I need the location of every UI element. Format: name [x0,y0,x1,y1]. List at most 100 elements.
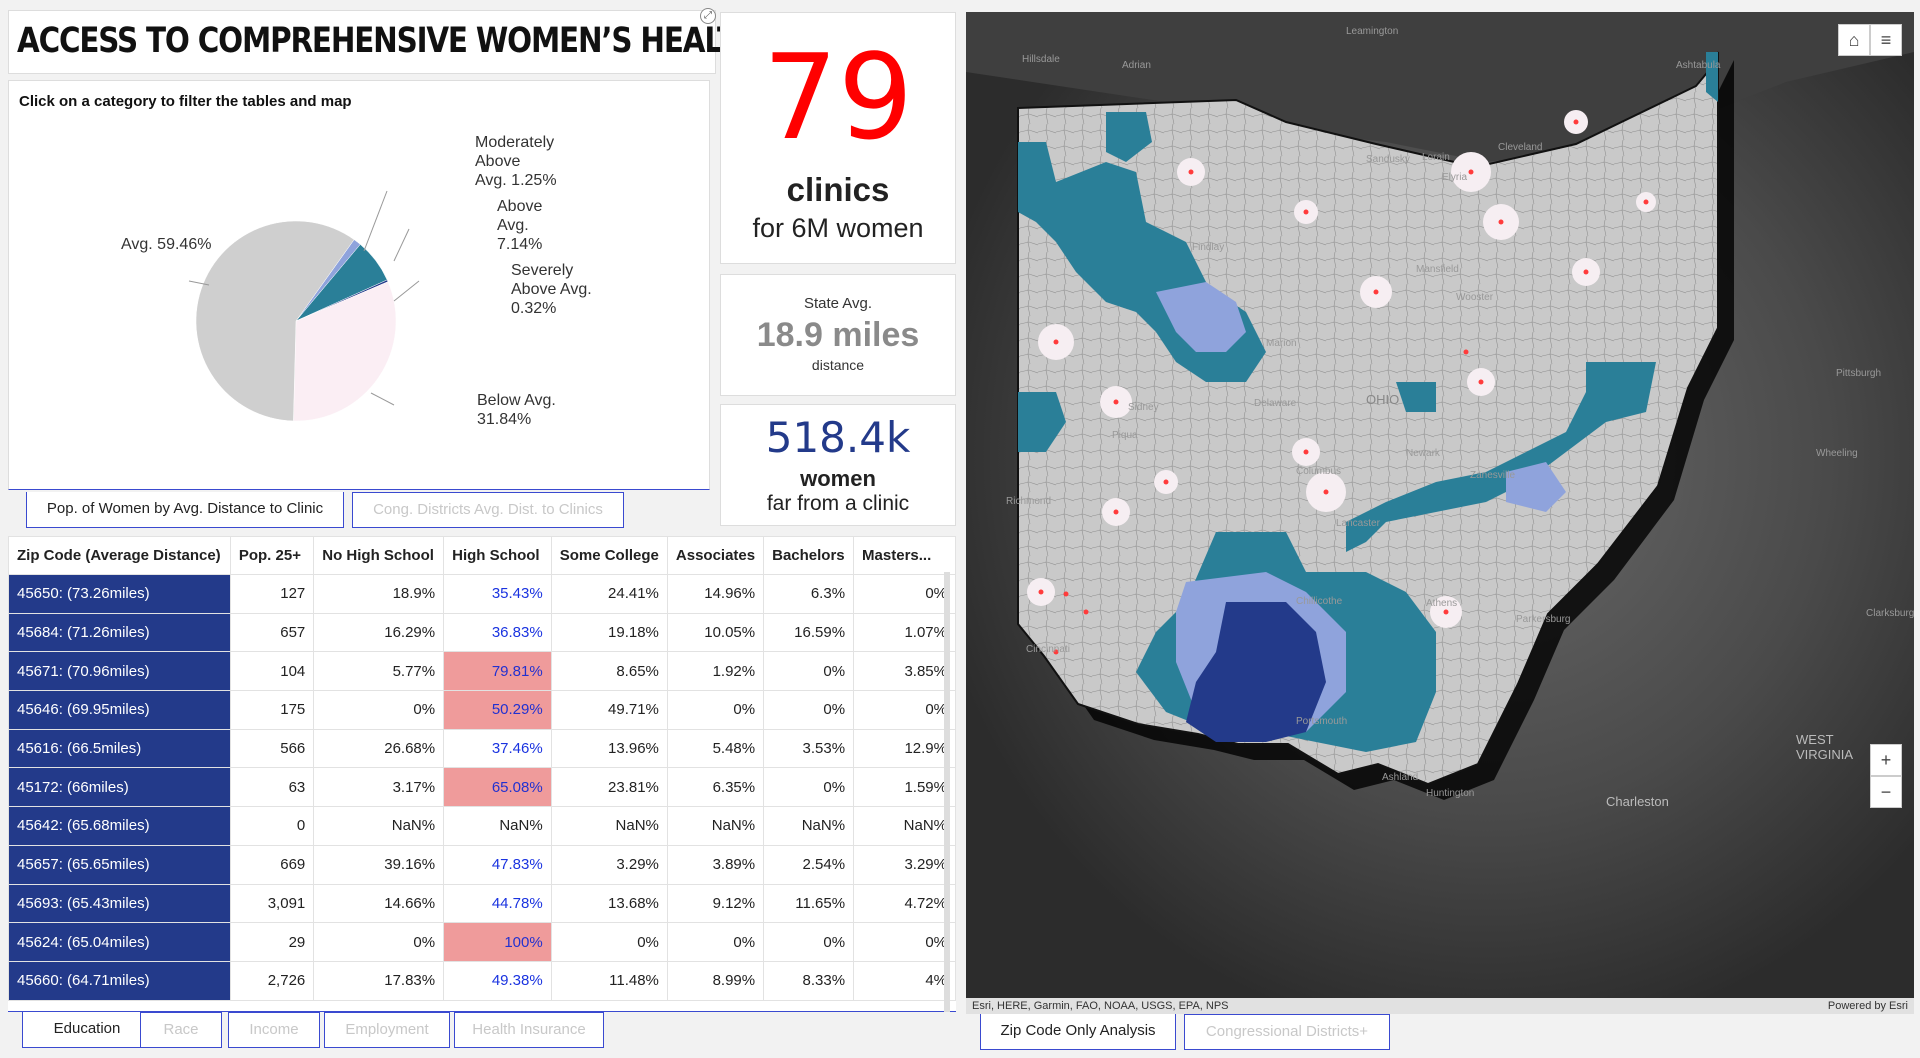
ohio-map[interactable] [966,12,1914,998]
pie-label-severely[interactable]: Severely Above Avg. 0.32% [511,261,592,318]
pie-label-line: 0.32% [511,300,557,317]
table-cell-nohs: 14.66% [313,883,445,924]
region-above-east[interactable] [1396,382,1436,412]
pie-label-moderately[interactable]: Moderately Above Avg. 1.25% [475,133,557,190]
table-cell-zip: 45172: (66miles) [8,767,231,808]
pie-label-line: Avg. 1.25% [475,172,557,189]
place-label: Ashland [1382,772,1419,783]
region-moderate-east[interactable] [1506,462,1566,512]
column-header[interactable]: High School [443,536,552,575]
table-cell-bach: 0% [763,651,855,692]
place-label: Elyria [1442,172,1468,183]
table-cell-mast: 1.07% [853,612,956,653]
place-label: Findlay [1192,242,1225,253]
table-cell-assoc: 6.35% [666,767,765,808]
table-cell-pop: 3,091 [229,883,315,924]
region-moderate-central[interactable] [1156,282,1246,352]
table-row[interactable]: 45671: (70.96miles) 104 5.77% 79.81% 8.65% 1.… [8,651,956,692]
data-table: Zip Code (Average Distance) Pop. 25+ No Hi… [8,536,956,1001]
tab-race[interactable]: Race [140,1012,222,1048]
pie-label-below[interactable]: Below Avg. 31.84% [477,391,556,429]
region-above-southeast[interactable] [1346,362,1656,552]
column-header[interactable]: Pop. 25+ [229,536,315,575]
table-cell-nohs: 39.16% [313,844,445,885]
clinics-sublabel: for 6M women [752,213,924,243]
table-cell-zip: 45657: (65.65miles) [8,844,231,885]
pie-slice-avg[interactable] [195,220,355,422]
column-header[interactable]: Masters... [853,536,956,575]
pie-instruction: Click on a category to filter the tables… [19,93,352,110]
expand-icon[interactable]: ⤢ [700,8,716,24]
table-row[interactable]: 45684: (71.26miles) 657 16.29% 36.83% 19.18%… [8,612,956,653]
women-far-label: women [800,466,876,491]
place-label: Pittsburgh [1836,368,1882,379]
state-avg-value: 18.9 miles [756,316,920,354]
tab-employment[interactable]: Employment [324,1012,450,1048]
table-row[interactable]: 45616: (66.5miles) 566 26.68% 37.46% 13.96% 5… [8,728,956,769]
table-row[interactable]: 45693: (65.43miles) 3,091 14.66% 44.78% 13.6… [8,883,956,924]
region-above-north[interactable] [1106,112,1152,162]
table-cell-nohs: 26.68% [313,728,445,769]
pie-slice-below[interactable] [293,281,397,422]
column-header[interactable]: Bachelors [763,536,855,575]
tab-education[interactable]: Education [22,1012,152,1048]
table-cell-zip: 45693: (65.43miles) [8,883,231,924]
table-row[interactable]: 45650: (73.26miles) 127 18.9% 35.43% 24.41% 1… [8,574,956,614]
table-row[interactable]: 45657: (65.65miles) 669 39.16% 47.83% 3.29% 3… [8,844,956,885]
region-above-ne[interactable] [1706,52,1718,102]
pie-label-line: Above Avg. [511,281,592,298]
table-row[interactable]: 45642: (65.68miles) 0 NaN% NaN% NaN% NaN% NaN%… [8,806,956,846]
table-cell-pop: 2,726 [229,960,315,1001]
table-cell-zip: 45660: (64.71miles) [8,960,231,1001]
home-icon[interactable]: ⌂ [1838,24,1870,56]
table-cell-hs: 47.83% [443,844,552,885]
legend-list-icon[interactable]: ≡ [1870,24,1902,56]
table-cell-pop: 566 [229,728,315,769]
column-header[interactable]: No High School [313,536,445,575]
state-avg-indicator: State Avg. 18.9 miles distance [720,274,956,396]
region-above-west[interactable] [1018,392,1066,452]
table-cell-sc: 49.71% [550,690,668,730]
table-cell-zip: 45642: (65.68miles) [8,806,231,846]
table-row[interactable]: 45660: (64.71miles) 2,726 17.83% 49.38% 11.4… [8,960,956,1001]
table-cell-pop: 63 [229,767,315,808]
map-view[interactable]: Leamington Hillsdale Adrian Ashtabula Sa… [966,12,1914,1014]
table-cell-nohs: 17.83% [313,960,445,1001]
table-scrollbar[interactable] [944,572,950,1012]
powered-by[interactable]: Powered by Esri [1827,1000,1908,1012]
tab-pop-women[interactable]: Pop. of Women by Avg. Distance to Clinic [26,492,344,528]
minus-icon[interactable]: − [1870,776,1902,808]
table-cell-zip: 45616: (66.5miles) [8,728,231,769]
tab-cong-districts-plus[interactable]: Congressional Districts+ [1184,1014,1390,1050]
column-header[interactable]: Associates [666,536,765,575]
pie-label-avg[interactable]: Avg. 59.46% [121,236,212,253]
column-header[interactable]: Zip Code (Average Distance) [8,536,231,575]
title-panel: ACCESS TO COMPREHENSIVE WOMEN’S HEALTH: … [8,10,861,74]
state-avg-label: State Avg. [803,295,873,312]
table-cell-bach: 6.3% [763,574,855,614]
table-cell-zip: 45650: (73.26miles) [8,574,231,614]
table-row[interactable]: 45172: (66miles) 63 3.17% 65.08% 23.81% 6.35%… [8,767,956,808]
place-label: Cleveland [1498,142,1543,153]
tab-cong-districts[interactable]: Cong. Districts Avg. Dist. to Clinics [352,492,624,528]
pie-leader-line [370,392,395,406]
table-cell-assoc: 0% [666,922,765,962]
clinic-markers[interactable] [1038,119,1649,655]
tab-health-insurance[interactable]: Health Insurance [454,1012,604,1048]
place-label: Huntington [1426,788,1475,799]
place-label: Zanesville [1470,470,1516,481]
region-severe-south[interactable] [1186,602,1326,742]
tab-income[interactable]: Income [228,1012,320,1048]
table-cell-nohs: 0% [313,690,445,730]
pie-label-above[interactable]: Above Avg. 7.14% [497,197,542,254]
table-row[interactable]: 45624: (65.04miles) 29 0% 100% 0% 0% 0% 0% [8,922,956,962]
place-label: Wheeling [1816,448,1858,459]
pie-leader-line [393,228,410,262]
pie-label-line: 31.84% [477,411,532,428]
plus-icon[interactable]: + [1870,744,1902,776]
table-cell-mast: 4% [853,960,956,1001]
column-header[interactable]: Some College [550,536,668,575]
table-row[interactable]: 45646: (69.95miles) 175 0% 50.29% 49.71% 0% 0%… [8,690,956,730]
table-cell-assoc: 1.92% [666,651,765,692]
tab-zip-only[interactable]: Zip Code Only Analysis [980,1014,1176,1050]
